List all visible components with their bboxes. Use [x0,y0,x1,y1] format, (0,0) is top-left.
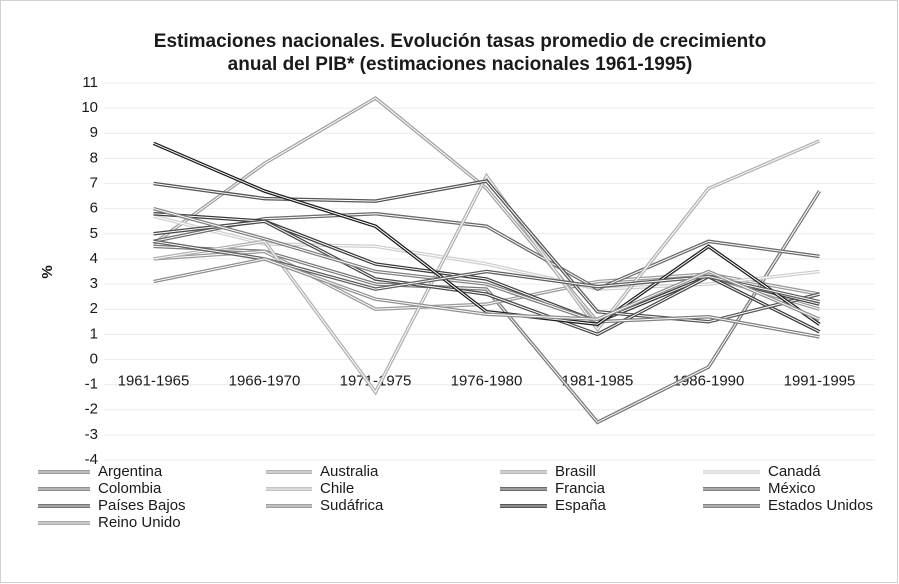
y-tick-label: 7 [90,175,98,192]
y-tick-label: 0 [90,350,98,367]
y-tick-label: 5 [90,225,98,242]
series-line-inner [153,250,820,310]
legend-label: Estados Unidos [768,497,873,514]
legend-label: Países Bajos [98,497,186,514]
y-tick-label: -4 [85,451,98,468]
y-tick-label: 4 [90,250,98,267]
y-tick-label: 11 [82,74,98,91]
y-tick-label: -3 [85,426,98,443]
series-line-inner [153,213,820,290]
legend-label: Canadá [768,463,821,480]
y-tick-label: -2 [85,401,98,418]
legend-label: Colombia [98,480,162,497]
y-tick-label: 2 [90,300,98,317]
y-tick-label: 1 [90,325,98,342]
series-line-inner [153,142,820,325]
x-tick-label: 1991-1995 [784,372,856,389]
y-tick-label: 9 [90,124,98,141]
y-tick-label: 8 [90,149,98,166]
legend-label: Sudáfrica [320,497,384,514]
series-line-inner [153,180,820,323]
x-tick-label: 1971-1975 [340,372,412,389]
series-line-inner [153,258,820,320]
y-axis-label: % [39,265,56,278]
series-line-inner [153,140,820,394]
x-tick-label: 1981-1985 [562,372,634,389]
legend-label: Argentina [98,463,163,480]
y-tick-label: 6 [90,200,98,217]
series-line-inner [153,208,820,338]
legend-label: Reino Unido [98,514,181,531]
x-tick-label: 1966-1970 [229,372,301,389]
legend-label: España [555,497,607,514]
y-tick-label: 3 [90,275,98,292]
legend-label: Australia [320,463,379,480]
chart-title: Estimaciones nacionales. Evolución tasas… [154,31,766,52]
legend-label: Francia [555,480,606,497]
chart-subtitle: anual del PIB* (estimaciones nacionales … [228,54,693,75]
legend-label: Chile [320,480,354,497]
x-tick-label: 1976-1980 [451,372,523,389]
x-tick-label: 1961-1965 [118,372,190,389]
y-tick-label: -1 [85,376,98,393]
legend-label: Brasill [555,463,596,480]
y-tick-label: 10 [81,99,98,116]
legend-label: México [768,480,816,497]
